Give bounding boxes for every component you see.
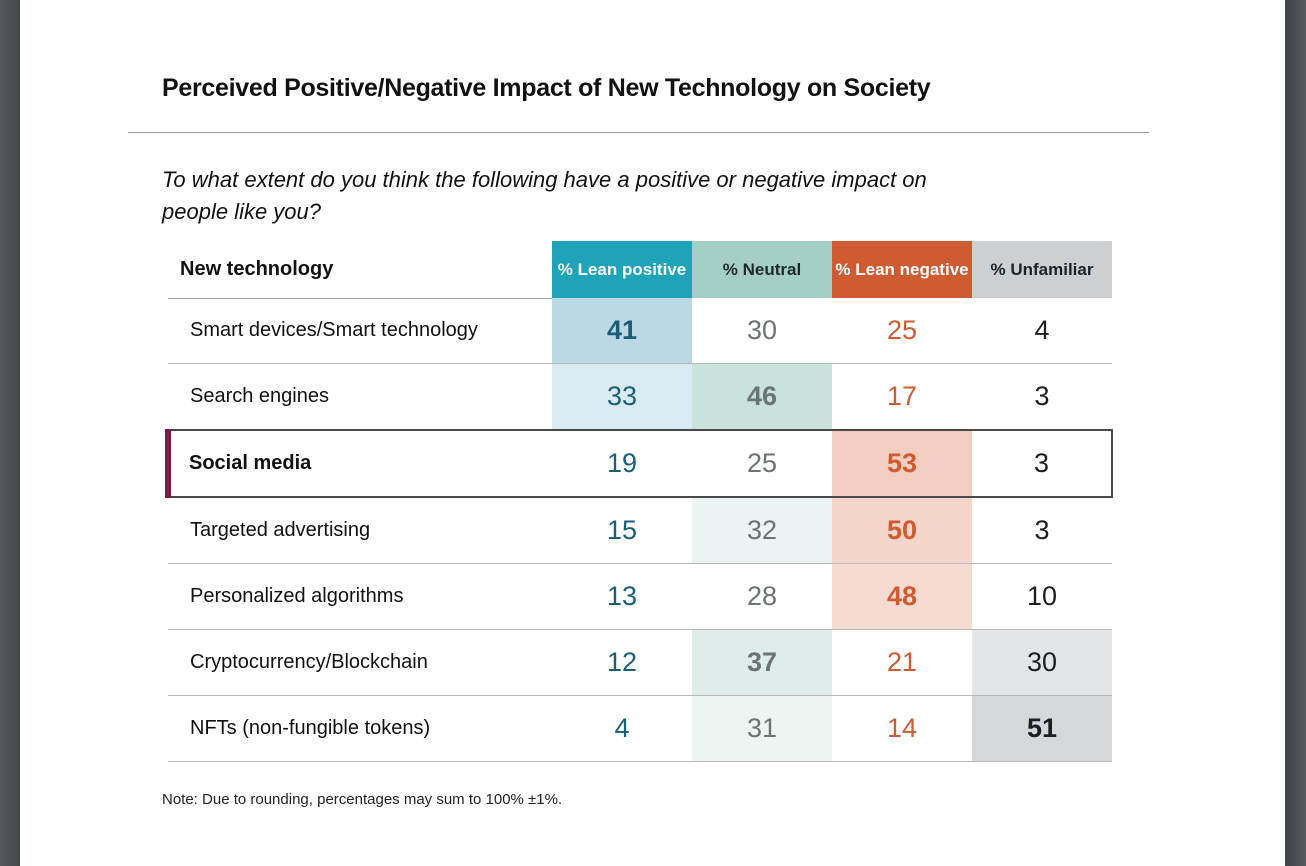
cell-unfamiliar: 10	[972, 563, 1112, 630]
cell-neutral: 30	[692, 298, 832, 364]
cell-lean-negative: 25	[832, 298, 972, 364]
row-technology-label: Smart devices/Smart technology	[168, 298, 552, 364]
cell-unfamiliar: 3	[972, 429, 1113, 498]
cell-neutral: 46	[692, 363, 832, 431]
cell-unfamiliar: 51	[972, 695, 1112, 762]
table-row: Social media 19 25 53 3	[165, 429, 1113, 498]
cell-lean-positive: 4	[552, 695, 692, 762]
table-row: Search engines 33 46 17 3	[168, 363, 1112, 431]
table-body: Smart devices/Smart technology 41 30 25 4 Sea…	[165, 298, 1113, 762]
page-title: Perceived Positive/Negative Impact of Ne…	[162, 74, 931, 102]
cell-lean-negative: 21	[832, 629, 972, 696]
cell-neutral: 25	[692, 429, 832, 498]
table-header-row: New technology % Lean positive % Neutral…	[168, 241, 1112, 299]
header-neutral: % Neutral	[692, 241, 832, 298]
rounding-note: Note: Due to rounding, percentages may s…	[162, 791, 563, 808]
title-divider	[128, 132, 1149, 133]
cell-lean-negative: 14	[832, 695, 972, 762]
cell-unfamiliar: 4	[972, 298, 1112, 364]
cell-unfamiliar: 30	[972, 629, 1112, 696]
impact-table: New technology % Lean positive % Neutral…	[165, 241, 1113, 762]
cell-lean-negative: 17	[832, 363, 972, 431]
viewer-left-gutter	[0, 0, 20, 866]
row-technology-label: Social media	[165, 429, 552, 498]
cell-lean-positive: 19	[552, 429, 692, 498]
table-row: Cryptocurrency/Blockchain 12 37 21 30	[168, 629, 1112, 696]
table-row: Personalized algorithms 13 28 48 10	[168, 563, 1112, 630]
cell-lean-positive: 13	[552, 563, 692, 630]
table-row: NFTs (non-fungible tokens) 4 31 14 51	[168, 695, 1112, 762]
row-technology-label: Personalized algorithms	[168, 563, 552, 630]
cell-neutral: 28	[692, 563, 832, 630]
header-lean-negative: % Lean negative	[832, 241, 972, 298]
cell-neutral: 31	[692, 695, 832, 762]
header-unfamiliar: % Unfamiliar	[972, 241, 1112, 298]
cell-lean-positive: 33	[552, 363, 692, 431]
table-row: Targeted advertising 15 32 50 3	[168, 497, 1112, 564]
document-page: Perceived Positive/Negative Impact of Ne…	[20, 0, 1285, 866]
cell-lean-negative: 50	[832, 497, 972, 564]
cell-neutral: 32	[692, 497, 832, 564]
row-technology-label: Targeted advertising	[168, 497, 552, 564]
cell-lean-positive: 41	[552, 298, 692, 364]
cell-lean-negative: 53	[832, 429, 972, 498]
survey-question: To what extent do you think the followin…	[162, 167, 927, 224]
table-row: Smart devices/Smart technology 41 30 25 4	[168, 298, 1112, 364]
cell-unfamiliar: 3	[972, 497, 1112, 564]
header-lean-positive: % Lean positive	[552, 241, 692, 298]
row-technology-label: NFTs (non-fungible tokens)	[168, 695, 552, 762]
row-technology-label: Search engines	[168, 363, 552, 431]
cell-lean-positive: 12	[552, 629, 692, 696]
cell-neutral: 37	[692, 629, 832, 696]
cell-lean-negative: 48	[832, 563, 972, 630]
cell-unfamiliar: 3	[972, 363, 1112, 431]
row-technology-label: Cryptocurrency/Blockchain	[168, 629, 552, 696]
cell-lean-positive: 15	[552, 497, 692, 564]
viewer-right-gutter	[1285, 0, 1306, 866]
header-technology: New technology	[168, 241, 552, 299]
